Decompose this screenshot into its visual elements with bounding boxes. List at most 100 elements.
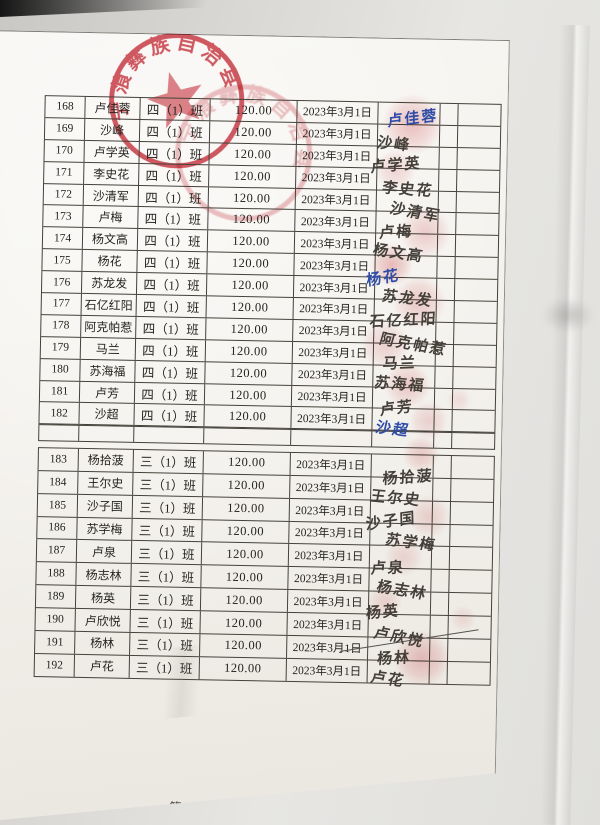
cell-empty [430,662,448,684]
cell-date: 2023年3月1日 [294,298,375,320]
cell-empty [449,570,491,593]
cell-date: 2023年3月1日 [292,364,373,386]
cell-class: 三（1）班 [134,450,204,473]
cell-amount: 120.00 [207,253,294,276]
cell-empty [448,616,490,639]
cell-name: 杨文高 [83,228,138,250]
cell-index: 187 [37,539,77,562]
cell-name: 杨志林 [76,563,131,586]
cell-empty [433,456,451,478]
cell-empty [438,213,456,234]
cell-index: 192 [35,654,75,677]
cell-date: 2023年3月1日 [292,386,373,408]
cell-empty [437,279,455,300]
cell-class: 三（1）班 [132,541,202,564]
cell-amount: 120.00 [205,384,292,407]
cell-name: 沙子国 [78,494,133,517]
cell-class: 四（1）班 [136,339,206,361]
cell-empty [450,547,492,570]
cell-index: 181 [40,381,80,403]
cell-amount: 120.00 [200,611,287,635]
cell-class: 四（1）班 [138,229,208,251]
cell-amount: 120.00 [204,451,291,475]
cell-class: 四（1）班 [135,383,205,405]
handwritten-signature: 杨拾菠 [382,468,434,488]
cell-date: 2023年3月1日 [287,659,368,682]
cell-empty [434,410,452,431]
cell-index: 191 [35,631,75,654]
cell-empty [451,502,493,525]
cell-name: 卢泉 [77,540,132,563]
handwritten-signature: 卢花 [368,669,407,690]
cell-amount: 120.00 [202,543,289,567]
cell-empty [39,425,79,440]
cell-index: 173 [43,206,83,228]
cell-empty [450,525,492,548]
cell-empty [457,170,499,192]
cell-index: 171 [44,162,84,184]
cell-name: 卢芳 [80,381,135,403]
cell-empty [453,367,495,389]
cell-empty [457,192,499,214]
cell-index: 170 [44,140,84,162]
cell-empty [431,570,449,592]
cell-name: 杨花 [82,250,137,272]
cell-date: 2023年3月1日 [291,407,372,429]
cell-empty [439,148,457,169]
cell-name: 杨林 [75,632,130,655]
cell-date: 2023年3月1日 [287,613,368,636]
cell-name: 苏海福 [80,360,135,382]
cell-amount: 120.00 [208,209,295,232]
cell-date: 2023年3月1日 [297,123,378,145]
cell-empty [457,148,499,170]
cell-name: 卢花 [75,655,130,678]
cell-index: 179 [41,337,81,359]
cell-empty [433,478,451,500]
cell-index: 175 [42,249,82,271]
cell-date: 2023年3月1日 [293,342,374,364]
cell-amount: 120.00 [203,497,290,521]
cell-empty [435,388,453,409]
cell-index: 185 [38,494,78,517]
cell-amount: 120.00 [203,474,290,498]
cell-class: 四（1）班 [140,120,210,142]
cell-empty [454,323,496,345]
stamp-ring [163,72,325,234]
cell-empty [458,104,500,126]
cell-class: 四（1）班 [139,164,209,186]
fee-table: 168 卢佳蓉 四（1）班 120.00 2023年3月1日 卢佳蓉 169 沙峰 四（1）班 1… [34,95,502,685]
background-fold-shadow [540,24,590,825]
cell-empty [452,410,494,432]
cell-empty [456,235,498,257]
cell-empty [451,479,493,502]
cell-amount: 120.00 [200,634,287,658]
cell-amount: 120.00 [209,187,296,210]
cell-name: 卢梅 [83,206,138,228]
cell-empty [134,427,204,443]
cell-empty [430,639,448,661]
cell-empty [204,429,291,445]
cell-empty [431,593,449,615]
cell-name: 沙峰 [85,119,140,141]
cell-name: 卢学英 [84,141,139,163]
cell-date: 2023年3月1日 [296,167,377,189]
cell-class: 三（1）班 [131,564,201,587]
cell-empty [291,430,372,446]
cell-date: 2023年3月1日 [294,254,375,276]
cell-amount: 120.00 [209,143,296,166]
handwritten-signature: 卢梅 [378,223,414,242]
cell-empty [449,593,491,616]
cell-date: 2023年3月1日 [291,453,372,476]
cell-name: 苏龙发 [82,272,137,294]
cell-empty [451,456,493,479]
cell-class: 四（1）班 [139,142,209,164]
cell-index: 180 [40,359,80,381]
cell-name: 沙清军 [84,184,139,206]
cell-date: 2023年3月1日 [295,210,376,232]
cell-empty [440,126,458,147]
cell-date: 2023年3月1日 [294,276,375,298]
cell-index: 184 [38,471,78,494]
cell-date: 2023年3月1日 [289,521,370,544]
cell-name: 王尔史 [78,472,133,495]
